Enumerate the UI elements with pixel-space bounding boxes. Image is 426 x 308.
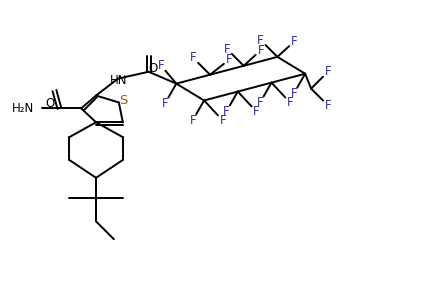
Text: H₂N: H₂N: [12, 102, 34, 115]
Text: O: O: [148, 62, 157, 75]
Text: F: F: [224, 43, 230, 55]
Text: F: F: [287, 96, 294, 109]
Text: F: F: [325, 65, 331, 78]
Text: F: F: [257, 96, 263, 109]
Text: F: F: [190, 51, 196, 64]
Text: F: F: [253, 105, 260, 118]
Text: F: F: [161, 97, 168, 110]
Text: F: F: [257, 34, 264, 47]
Text: F: F: [158, 59, 164, 72]
Text: F: F: [226, 53, 233, 66]
Text: O: O: [46, 96, 55, 110]
Text: F: F: [291, 87, 297, 100]
Text: S: S: [120, 94, 128, 107]
Text: F: F: [325, 99, 331, 112]
Text: F: F: [190, 114, 196, 127]
Text: HN: HN: [110, 74, 128, 87]
Text: F: F: [223, 105, 230, 118]
Text: F: F: [257, 44, 264, 57]
Text: F: F: [291, 35, 298, 48]
Text: F: F: [219, 114, 226, 127]
